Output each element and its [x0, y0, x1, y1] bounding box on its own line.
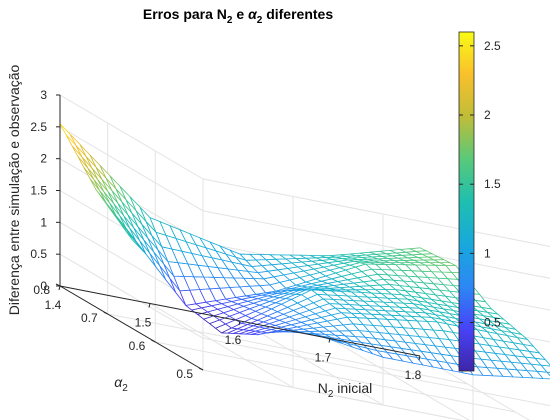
z-tick-label: 3 — [40, 88, 47, 102]
x-tick-mark — [418, 355, 421, 361]
grid-line — [59, 126, 204, 212]
grid-line — [149, 303, 294, 388]
grid-line — [419, 355, 530, 420]
y-axis-line — [59, 285, 204, 371]
colorbar-tick-label: 2 — [484, 108, 491, 122]
grid-line — [202, 178, 550, 247]
z-tick-label: 0.5 — [30, 247, 47, 261]
x-tick-mark — [238, 320, 241, 326]
grid-line — [155, 341, 516, 413]
x-tick-label: 1.7 — [315, 351, 332, 365]
colorbar — [458, 31, 475, 372]
y-tick-mark — [151, 339, 156, 343]
x-tick-mark — [58, 285, 61, 291]
y-tick-label: 0.8 — [33, 283, 50, 297]
z-tick-label: 2 — [40, 152, 47, 166]
colorbar-ticks: 0.5 1 1.5 2 2.5 — [459, 39, 501, 330]
surface-cell — [540, 364, 550, 373]
z-tick-label: 1 — [40, 215, 47, 229]
z-axis-label: Diferença entre simulação e observação — [6, 64, 22, 315]
tick-labels: 1.4 1.5 1.6 1.7 1.8 0.5 0.6 0.7 0.80 0.5 1 1.5 2 2.5 3 — [30, 88, 421, 382]
grid-line — [59, 94, 204, 180]
grid-line — [59, 253, 204, 339]
colorbar-tick-label: 1 — [484, 246, 491, 260]
colorbar-tick-label: 2.5 — [484, 39, 501, 53]
surface-cell — [408, 247, 428, 252]
grid-line — [202, 369, 463, 420]
grid-line — [202, 369, 463, 420]
surface-cell — [546, 371, 550, 377]
y-tick-mark — [198, 367, 204, 371]
grid-line — [202, 210, 550, 279]
y-axis-label: α2 — [114, 374, 128, 394]
x-tick-mark — [148, 303, 151, 308]
axes-box — [55, 94, 421, 371]
z-tick-label: 1.5 — [30, 184, 47, 198]
z-tick-label: 0 — [40, 279, 47, 293]
x-tick-label: 1.6 — [225, 333, 242, 347]
z-tick-label: 2.5 — [30, 120, 47, 134]
x-axis-label: N2 inicial — [318, 380, 373, 400]
y-tick-mark — [103, 311, 108, 315]
chart-title: Erros para N2 e α2 diferentes — [143, 6, 333, 26]
x-tick-label: 1.5 — [135, 316, 152, 330]
y-tick-label: 0.6 — [129, 339, 146, 353]
colorbar-tick-label: 1.5 — [484, 177, 501, 191]
x-tick-mark — [328, 338, 331, 343]
y-tick-label: 0.5 — [176, 367, 193, 381]
grid-line — [107, 313, 468, 385]
x-tick-label: 1.8 — [405, 368, 422, 382]
colorbar-tick-label: 0.5 — [484, 316, 501, 330]
grid-line — [202, 337, 550, 407]
grid-line — [239, 320, 384, 406]
y-tick-label: 0.7 — [81, 311, 98, 325]
x-tick-label: 1.4 — [45, 298, 62, 312]
grid-line — [329, 338, 470, 420]
